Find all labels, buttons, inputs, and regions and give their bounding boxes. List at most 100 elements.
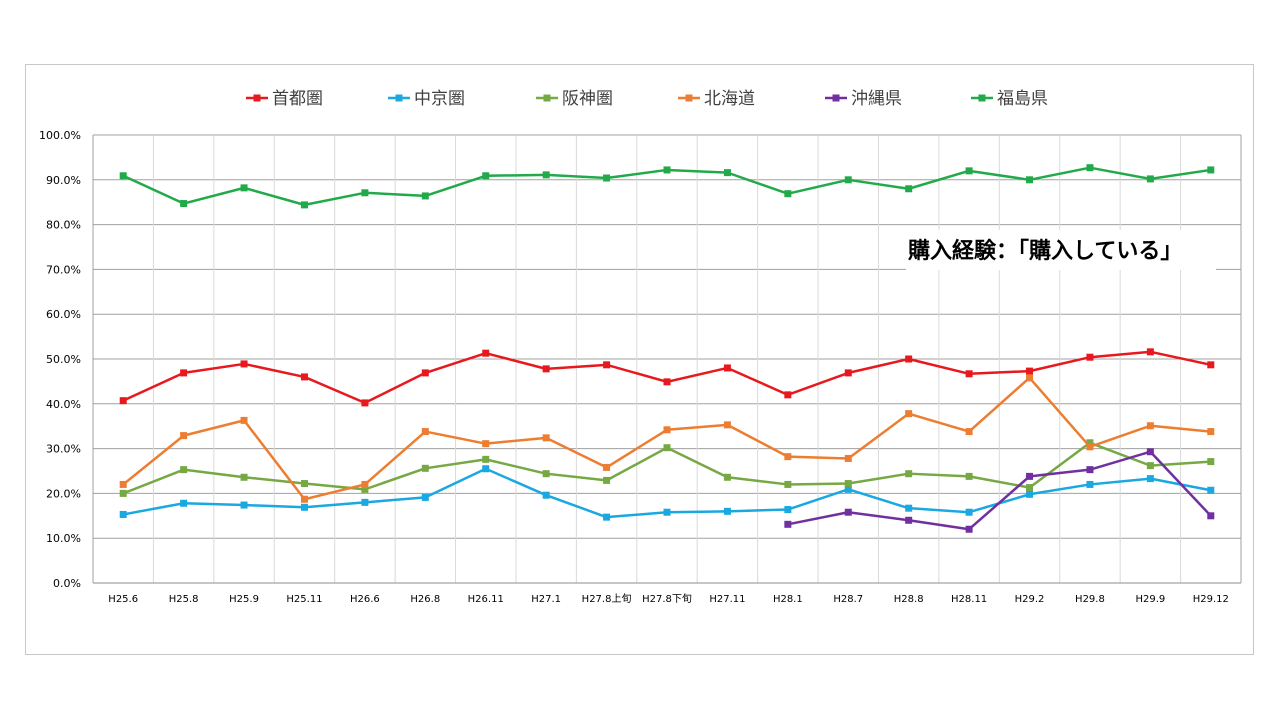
- annotation-group: 購入経験：「購入している」: [906, 230, 1216, 270]
- data-point: [1026, 176, 1034, 184]
- data-point: [421, 369, 429, 377]
- data-point: [905, 355, 913, 363]
- data-point: [905, 410, 913, 418]
- x-tick-label: H26.6: [350, 594, 380, 605]
- y-tick-label: 40.0%: [46, 398, 81, 411]
- legend-label: 中京圏: [414, 89, 465, 109]
- x-tick-label: H29.2: [1015, 594, 1045, 605]
- data-point: [1026, 490, 1034, 498]
- x-tick-label: H27.1: [531, 594, 561, 605]
- data-point: [1207, 486, 1215, 494]
- data-point: [965, 370, 973, 378]
- data-point: [119, 397, 127, 405]
- data-point: [300, 495, 308, 503]
- data-point: [905, 470, 913, 478]
- data-point: [482, 440, 490, 448]
- series-中京圏: [119, 465, 1215, 521]
- data-point: [421, 192, 429, 200]
- data-point: [1207, 428, 1215, 436]
- data-point: [361, 498, 369, 506]
- data-point: [361, 485, 369, 493]
- data-point: [1026, 367, 1034, 375]
- x-tick-label: H27.11: [709, 594, 745, 605]
- data-point: [784, 506, 792, 514]
- data-point: [240, 184, 248, 192]
- data-point: [905, 185, 913, 193]
- data-point: [1146, 348, 1154, 356]
- data-point: [784, 391, 792, 399]
- x-tick-label: H29.9: [1135, 594, 1165, 605]
- chart-frame: 0.0% 10.0% 20.0% 30.0% 40.0% 50.0% 60.0% 70.0% 8…: [25, 64, 1254, 655]
- legend-item: 阪神圏: [536, 89, 613, 109]
- data-point: [784, 453, 792, 461]
- data-point: [542, 491, 550, 499]
- data-point: [300, 503, 308, 511]
- data-point: [300, 480, 308, 488]
- data-point: [240, 501, 248, 509]
- data-point: [603, 463, 611, 471]
- legend-item: 沖縄県: [825, 89, 902, 109]
- y-tick-label: 50.0%: [46, 353, 81, 366]
- data-point: [663, 166, 671, 174]
- series-沖縄県: [784, 448, 1215, 533]
- data-point: [1146, 175, 1154, 183]
- data-point: [300, 373, 308, 381]
- x-tick-label: H25.9: [229, 594, 259, 605]
- data-point: [300, 201, 308, 209]
- data-point: [965, 167, 973, 175]
- x-tick-label: H28.8: [894, 594, 924, 605]
- data-point: [1026, 484, 1034, 492]
- data-point: [965, 508, 973, 516]
- legend-label: 福島県: [997, 89, 1048, 109]
- data-point: [180, 200, 188, 208]
- x-tick-label: H25.6: [108, 594, 138, 605]
- data-point: [119, 480, 127, 488]
- y-tick-label: 0.0%: [53, 577, 81, 590]
- data-point: [965, 472, 973, 480]
- data-point: [240, 416, 248, 424]
- data-point: [1086, 480, 1094, 488]
- data-point: [784, 190, 792, 198]
- data-point: [603, 476, 611, 484]
- data-point: [1207, 166, 1215, 174]
- data-point: [119, 510, 127, 518]
- data-point: [965, 525, 973, 533]
- data-point: [1207, 512, 1215, 520]
- data-point: [240, 473, 248, 481]
- legend: 首都圏 中京圏 阪神圏 北海道 沖縄県 福島県: [246, 89, 1048, 109]
- data-point: [723, 507, 731, 515]
- y-tick-label: 100.0%: [39, 129, 81, 142]
- data-point: [421, 464, 429, 472]
- data-point: [723, 364, 731, 372]
- x-tick-label: H29.12: [1193, 594, 1229, 605]
- legend-marker: [253, 94, 261, 102]
- data-point: [663, 444, 671, 452]
- x-tick-label: H26.11: [468, 594, 504, 605]
- grid-layer: [92, 134, 1242, 584]
- data-point: [240, 360, 248, 368]
- legend-item: 中京圏: [388, 89, 465, 109]
- data-point: [784, 520, 792, 528]
- data-point: [663, 426, 671, 434]
- data-point: [663, 508, 671, 516]
- data-point: [603, 513, 611, 521]
- x-tick-label: H28.7: [833, 594, 863, 605]
- data-point: [784, 480, 792, 488]
- data-point: [723, 473, 731, 481]
- data-point: [1207, 361, 1215, 369]
- y-tick-label: 30.0%: [46, 443, 81, 456]
- series-北海道: [119, 374, 1215, 503]
- series-line: [787, 450, 1212, 531]
- data-point: [180, 432, 188, 440]
- legend-marker: [395, 94, 403, 102]
- data-point: [905, 516, 913, 524]
- data-point: [844, 508, 852, 516]
- data-point: [723, 169, 731, 177]
- data-point: [603, 174, 611, 182]
- y-tick-label: 60.0%: [46, 308, 81, 321]
- data-point: [542, 434, 550, 442]
- data-point: [844, 369, 852, 377]
- data-point: [603, 361, 611, 369]
- data-point: [1207, 458, 1215, 466]
- data-point: [361, 399, 369, 407]
